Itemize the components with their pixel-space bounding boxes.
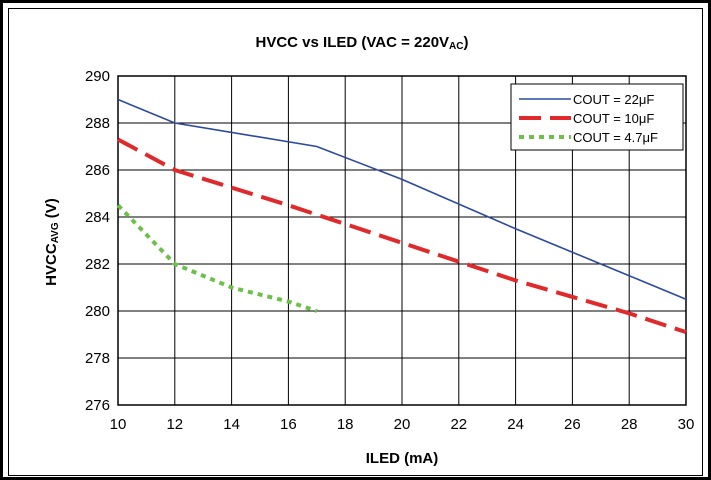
x-axis-label: ILED (mA) — [366, 450, 439, 467]
y-tick-labels: 276 278 280 282 284 286 288 290 — [85, 68, 110, 414]
legend: COUT = 22μF COUT = 10μF COUT = 4.7μF — [510, 83, 684, 151]
x-tick-label: 20 — [394, 416, 411, 433]
x-tick-label: 14 — [223, 416, 240, 433]
legend-label-2: COUT = 4.7μF — [573, 130, 658, 145]
legend-label-1: COUT = 10μF — [573, 111, 654, 126]
y-tick-label: 276 — [85, 397, 110, 414]
x-tick-labels: 10 12 14 16 18 20 22 24 26 28 30 — [110, 416, 695, 433]
y-tick-label: 290 — [85, 68, 110, 85]
x-tick-label: 28 — [621, 416, 638, 433]
x-tick-label: 22 — [450, 416, 467, 433]
y-axis-label: HVCCAVG (V) — [43, 198, 61, 286]
x-tick-label: 12 — [166, 416, 183, 433]
y-tick-label: 278 — [85, 350, 110, 367]
y-tick-label: 284 — [85, 209, 110, 226]
plot-border — [117, 75, 687, 406]
series-line-0 — [117, 98, 687, 300]
y-tick-label: 282 — [85, 256, 110, 273]
x-tick-label: 24 — [507, 416, 524, 433]
x-tick-label: 30 — [678, 416, 695, 433]
x-tick-label: 18 — [337, 416, 354, 433]
y-tick-label: 280 — [85, 303, 110, 320]
x-tick-label: 26 — [564, 416, 581, 433]
legend-label-0: COUT = 22μF — [573, 92, 654, 107]
x-tick-label: 16 — [280, 416, 297, 433]
series-line-1 — [117, 137, 687, 335]
series-line-2 — [116, 203, 318, 313]
chart-inner-frame — [8, 8, 703, 476]
y-tick-label: 288 — [85, 115, 110, 132]
series-group — [116, 98, 687, 335]
y-tick-label: 286 — [85, 162, 110, 179]
chart-title: HVCC vs ILED (VAC = 220VAC) — [256, 34, 469, 52]
x-tick-label: 10 — [110, 416, 127, 433]
